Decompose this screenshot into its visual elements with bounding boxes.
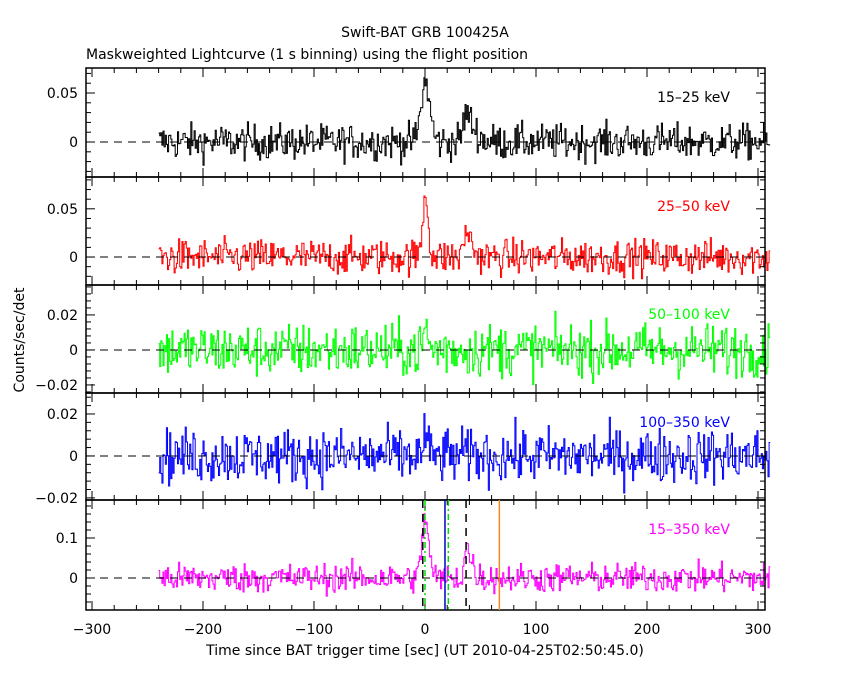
band-label: 15–350 keV [648, 522, 730, 538]
y-tick-label: 0.05 [47, 86, 78, 102]
series-line-15-25-keV [158, 77, 771, 166]
series-line-15-350-keV [158, 513, 771, 597]
y-tick-label: 0 [69, 571, 78, 587]
y-tick-label: 0.05 [47, 202, 78, 218]
x-axis-label: Time since BAT trigger time [sec] (UT 20… [205, 643, 644, 659]
band-label: 15–25 keV [657, 90, 730, 106]
x-tick-label: −300 [73, 622, 111, 638]
y-tick-label: 0.02 [47, 407, 78, 423]
y-tick-label: 0 [69, 343, 78, 359]
series-line-100-350-keV [158, 413, 771, 494]
x-tick-label: −100 [295, 622, 333, 638]
band-label: 25–50 keV [657, 199, 730, 215]
y-tick-label: −0.02 [35, 491, 78, 507]
x-tick-label: 300 [745, 622, 772, 638]
chart-title: Swift-BAT GRB 100425A [341, 25, 509, 41]
x-tick-label: 0 [421, 622, 430, 638]
x-tick-label: −200 [184, 622, 222, 638]
panel-1: 0 0.05 25–50 keV [47, 176, 771, 286]
panel-3: −0.02 0 0.02 100–350 keV [35, 392, 771, 507]
x-tick-label: 200 [634, 622, 661, 638]
series-line-25-50-keV [158, 195, 771, 280]
panel-2: −0.02 0 0.02 50–100 keV [35, 284, 771, 394]
series-line-50-100-keV [158, 310, 771, 386]
y-tick-label: 0 [69, 135, 78, 151]
band-label: 100–350 keV [639, 415, 730, 431]
y-tick-label: 0 [69, 449, 78, 465]
panel-0: 0 0.05 15–25 keV [47, 67, 771, 178]
x-tick-label: 100 [523, 622, 550, 638]
y-tick-label: 0.1 [56, 531, 78, 547]
y-tick-label: 0 [69, 250, 78, 266]
y-tick-label: 0.02 [47, 308, 78, 324]
panel-4: 0 0.1 15–350 keV [56, 499, 771, 611]
band-label: 50–100 keV [648, 307, 730, 323]
chart-subtitle: Maskweighted Lightcurve (1 s binning) us… [86, 47, 528, 63]
y-axis-label: Counts/sec/det [12, 287, 28, 392]
y-tick-label: −0.02 [35, 378, 78, 394]
